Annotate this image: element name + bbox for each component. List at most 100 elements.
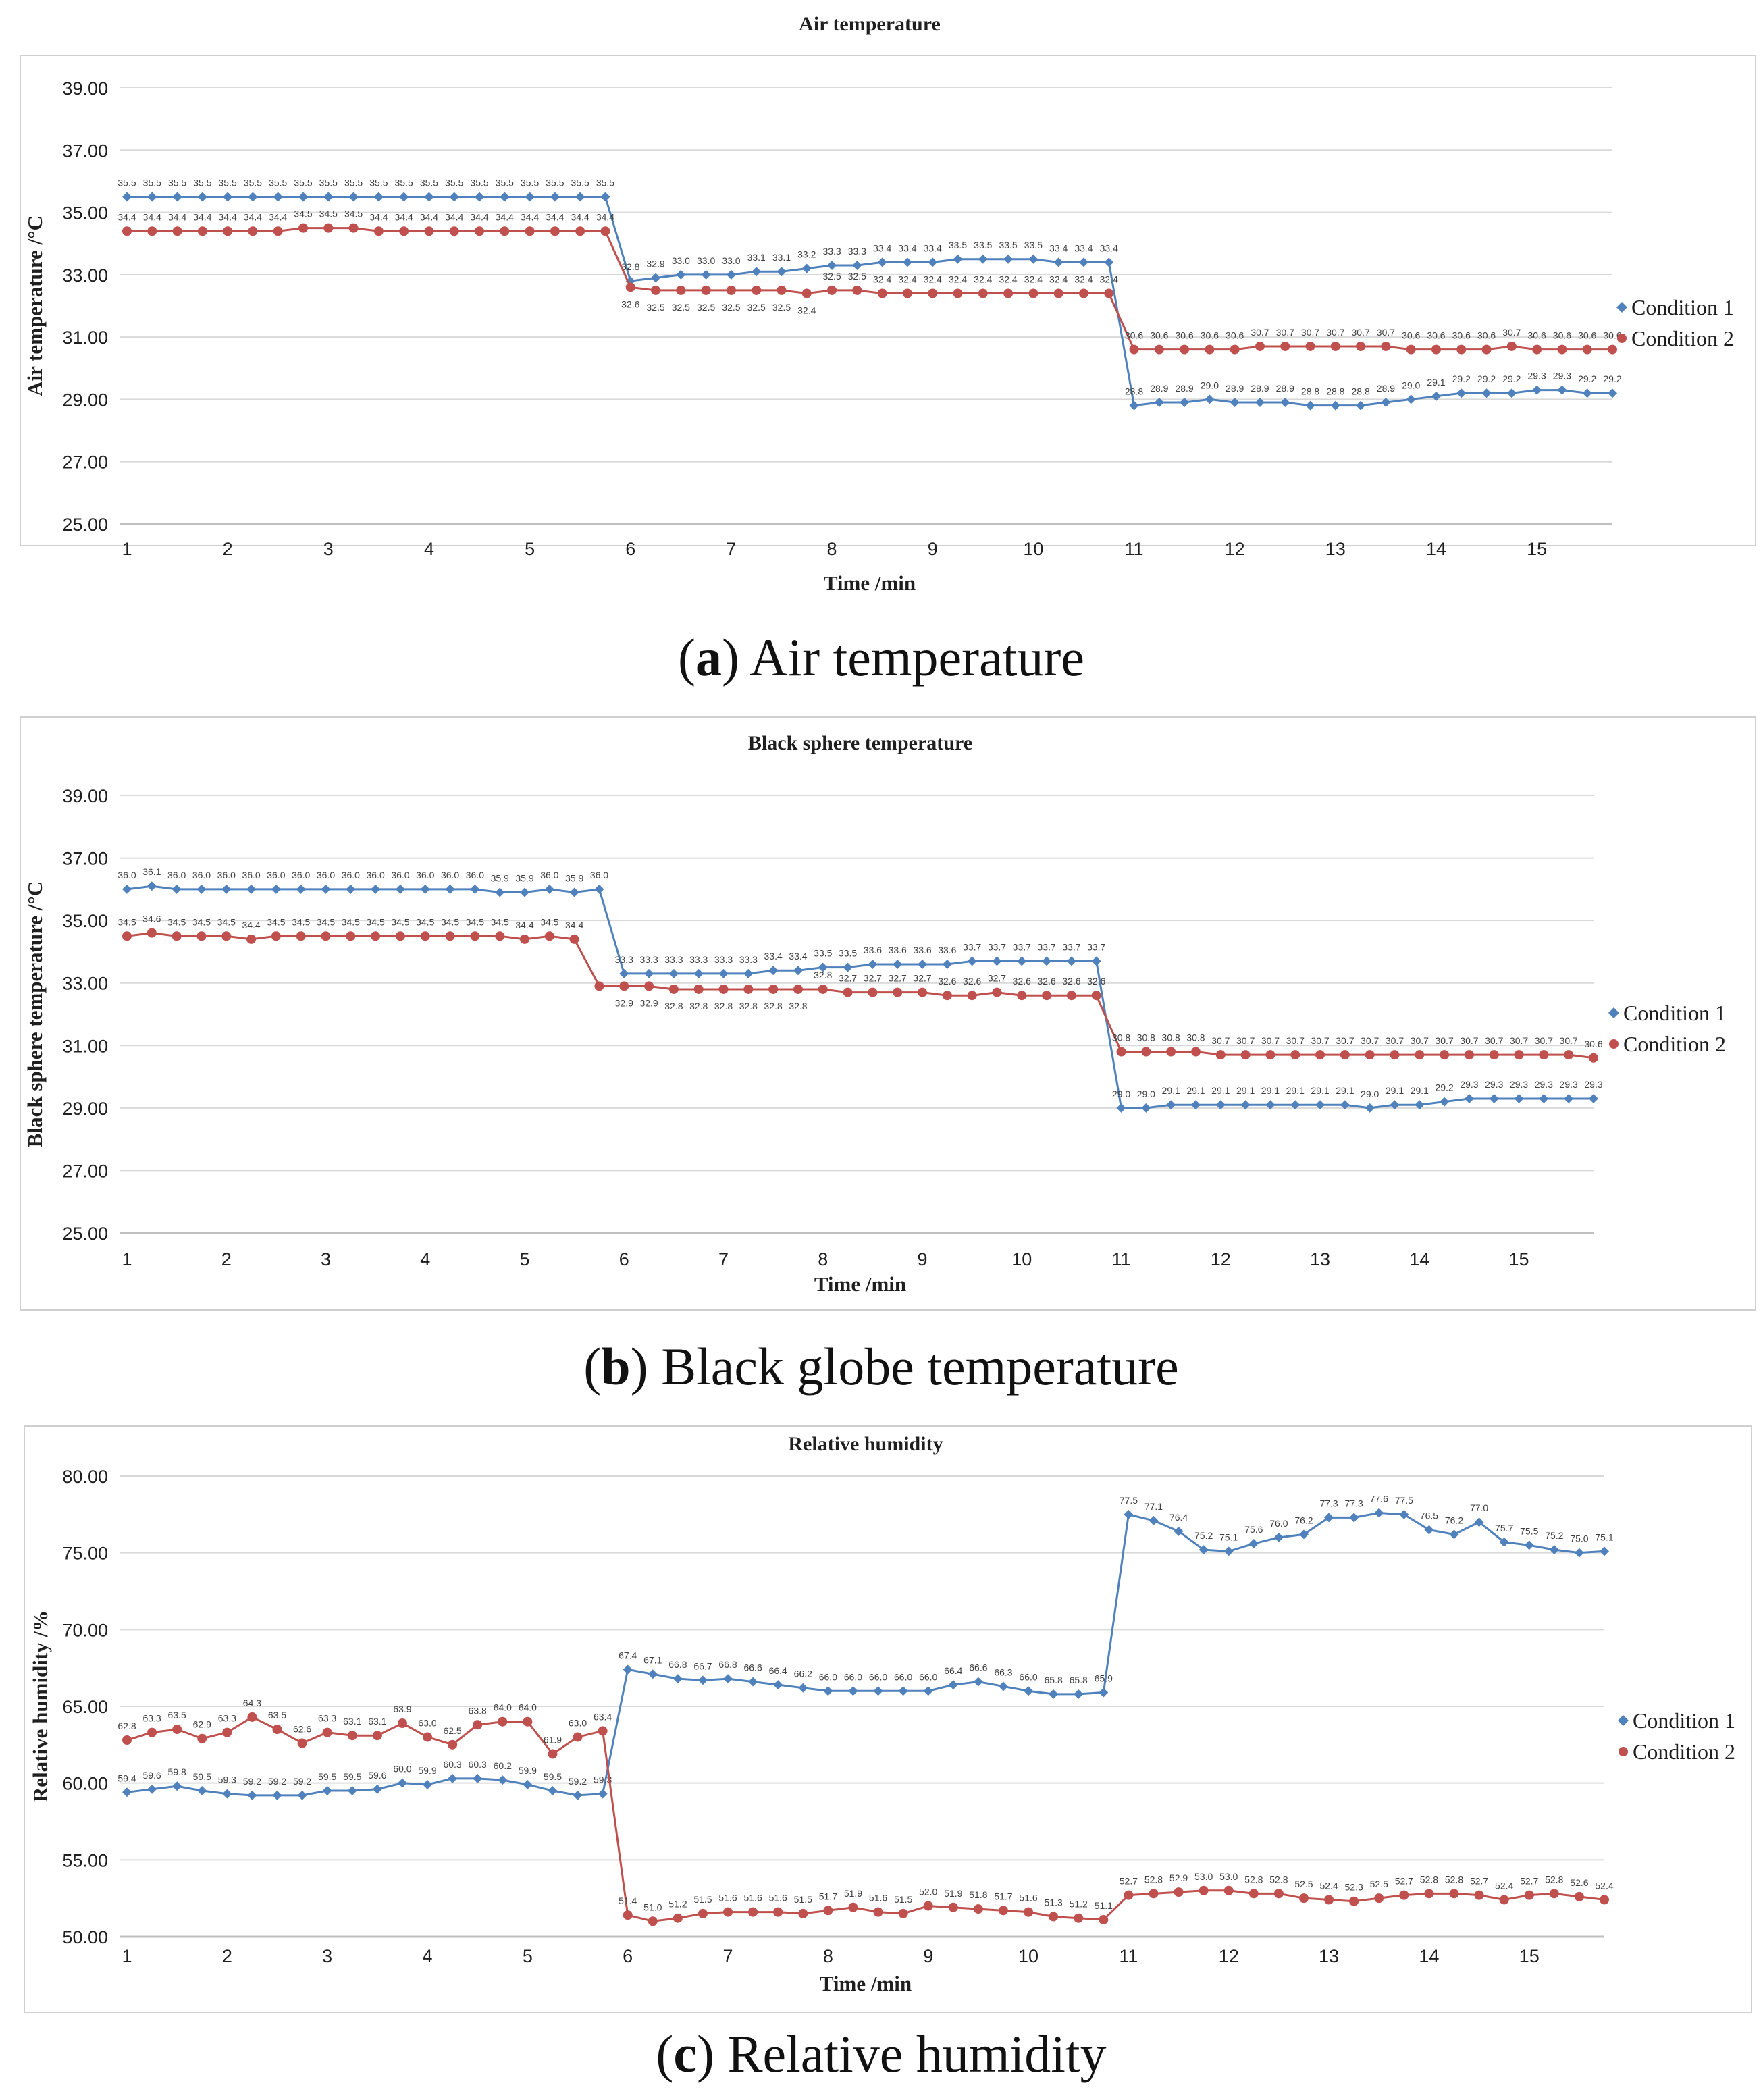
data-label: 62.9: [193, 1719, 211, 1730]
data-label: 35.5: [269, 178, 287, 188]
data-point: [544, 931, 554, 941]
data-point: [1489, 1093, 1499, 1103]
data-label: 32.7: [988, 973, 1006, 984]
data-label: 64.0: [494, 1702, 512, 1713]
data-point: [272, 1725, 282, 1735]
data-label: 29.1: [1386, 1085, 1404, 1096]
data-label: 35.5: [445, 178, 463, 188]
data-point: [449, 192, 459, 202]
data-label: 33.4: [1049, 242, 1068, 253]
data-label: 28.9: [1175, 383, 1193, 394]
data-label: 33.4: [789, 951, 807, 962]
data-label: 30.6: [1201, 330, 1219, 341]
data-label: 33.7: [988, 941, 1006, 952]
data-point: [1481, 388, 1492, 398]
data-label: 34.4: [565, 920, 583, 930]
data-label: 30.6: [1427, 330, 1445, 341]
x-tick-label: 3: [323, 539, 334, 559]
data-point: [197, 1786, 207, 1796]
y-axis-label: Relative humidity /%: [28, 1610, 52, 1802]
data-label: 29.3: [1460, 1079, 1478, 1090]
data-label: 51.5: [693, 1894, 712, 1905]
data-label: 32.9: [639, 997, 658, 1008]
y-tick-label: 35.00: [62, 911, 108, 931]
data-label: 35.5: [193, 178, 211, 188]
data-label: 59.6: [142, 1770, 161, 1781]
y-tick-label: 31.00: [62, 1036, 108, 1056]
data-point: [1539, 1093, 1549, 1103]
data-point: [296, 931, 306, 941]
data-point: [1589, 1093, 1598, 1103]
data-label: 32.9: [615, 997, 633, 1008]
data-point: [1365, 1050, 1375, 1060]
data-point: [1600, 1895, 1609, 1905]
data-point: [424, 226, 434, 236]
data-point: [1298, 1893, 1309, 1904]
data-label: 52.9: [1169, 1872, 1188, 1883]
data-label: 63.0: [418, 1717, 436, 1728]
data-label: 32.8: [789, 1001, 807, 1012]
data-point: [1129, 344, 1139, 355]
data-label: 30.6: [1603, 330, 1621, 341]
data-point: [1190, 1100, 1201, 1110]
data-label: 29.3: [1535, 1079, 1553, 1090]
data-point: [1141, 1047, 1151, 1057]
y-tick-label: 29.00: [62, 1099, 108, 1119]
data-point: [1199, 1885, 1209, 1895]
data-point: [1099, 1914, 1109, 1924]
data-label: 33.1: [772, 252, 791, 263]
x-tick-label: 8: [827, 539, 837, 559]
data-label: 64.0: [519, 1702, 537, 1713]
data-point: [322, 1786, 332, 1796]
data-point: [948, 1680, 958, 1690]
data-point: [992, 956, 1002, 966]
data-label: 66.6: [969, 1662, 987, 1673]
data-label: 29.2: [1477, 373, 1496, 384]
data-point: [1116, 1047, 1126, 1057]
data-point: [1390, 1100, 1400, 1110]
data-point: [197, 192, 207, 202]
data-point: [1290, 1050, 1300, 1060]
data-label: 33.5: [974, 240, 992, 251]
data-label: 33.7: [1037, 941, 1055, 952]
data-label: 30.8: [1112, 1032, 1130, 1043]
data-label: 52.8: [1144, 1874, 1163, 1885]
data-point: [1017, 956, 1027, 966]
data-point: [147, 928, 157, 938]
data-label: 34.6: [142, 914, 161, 924]
data-label: 51.9: [844, 1888, 862, 1899]
data-label: 32.4: [1100, 274, 1118, 285]
data-label: 52.0: [919, 1887, 937, 1897]
data-point: [823, 1686, 833, 1696]
data-point: [1549, 1889, 1559, 1899]
data-point: [323, 192, 334, 202]
data-point: [550, 192, 560, 202]
data-point: [1349, 1513, 1359, 1523]
data-label: 34.5: [117, 916, 136, 927]
data-point: [877, 257, 887, 267]
data-point: [1190, 1047, 1201, 1057]
data-label: 33.3: [615, 954, 633, 965]
data-label: 34.5: [192, 916, 211, 927]
data-label: 33.4: [764, 951, 783, 962]
data-point: [918, 959, 928, 969]
data-label: 33.4: [1074, 242, 1093, 253]
data-point: [346, 884, 356, 894]
data-point: [693, 968, 704, 978]
data-label: 29.1: [1336, 1085, 1354, 1096]
data-label: 30.7: [1211, 1035, 1230, 1046]
data-label: 35.9: [515, 872, 533, 883]
data-label: 34.4: [571, 211, 589, 222]
figure-caption: (c) Relative humidity: [656, 2024, 1106, 2083]
data-point: [122, 192, 132, 202]
data-label: 75.2: [1545, 1530, 1563, 1541]
legend-label: Condition 2: [1623, 1032, 1726, 1056]
data-label: 30.7: [1311, 1035, 1329, 1046]
data-label: 51.2: [1070, 1899, 1088, 1910]
x-tick-label: 1: [122, 539, 132, 559]
data-point: [923, 1686, 933, 1696]
data-label: 33.4: [898, 242, 916, 253]
data-label: 32.7: [839, 973, 857, 984]
data-point: [743, 984, 754, 994]
